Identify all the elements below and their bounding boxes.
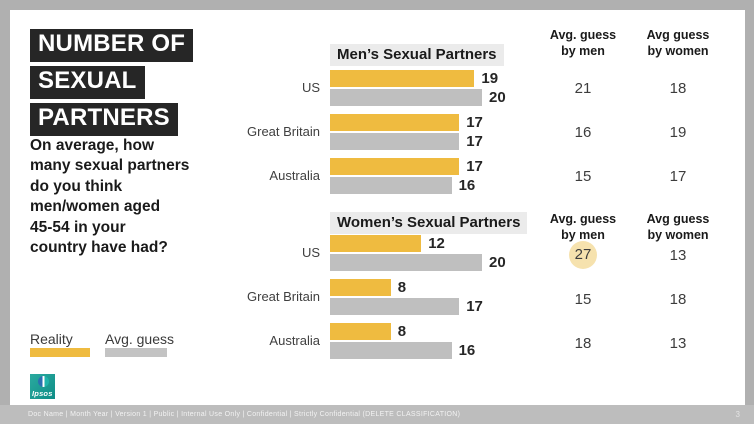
bar-value-avg-us-men: 20 [489, 89, 506, 106]
bar-row-avg-gb-women: 17 [330, 298, 483, 315]
chart-title-women: Women’s Sexual Partners [330, 212, 528, 234]
avg-cell-au-men-by-men: 15 [555, 158, 611, 194]
legend-swatch-reality [30, 348, 90, 357]
bar-reality-au-women [330, 323, 391, 340]
bar-avg-au-men [330, 177, 452, 194]
bar-avg-gb-women [330, 298, 460, 315]
country-label-us-men: US [301, 80, 320, 95]
bar-row-reality-gb-men: 17 [330, 114, 483, 131]
avg-value: 17 [669, 167, 687, 185]
bar-avg-us-men [330, 89, 482, 106]
bar-row-avg-us-men: 20 [330, 89, 506, 106]
bar-row-avg-au-men: 16 [330, 177, 475, 194]
country-label-us-women: US [301, 245, 320, 260]
avg-cell-au-women-by-women: 13 [650, 325, 706, 361]
avg-cell-gb-men-by-men: 16 [555, 114, 611, 150]
bar-reality-gb-men [330, 114, 460, 131]
avg-cell-gb-women-by-women: 18 [650, 281, 706, 317]
avg-value: 18 [669, 79, 687, 97]
country-label-au-women: Australia [269, 333, 320, 348]
title-line-1: NUMBER OF [30, 29, 194, 62]
bar-value-avg-us-women: 20 [489, 254, 506, 271]
avg-value: 19 [669, 123, 687, 141]
col-header-guess-by-men-2: Avg. guess by men [549, 212, 617, 243]
bar-value-reality-us-women: 12 [428, 235, 445, 252]
bar-value-avg-au-men: 16 [458, 177, 476, 194]
avg-value: 15 [574, 290, 592, 308]
bar-value-reality-au-women: 8 [397, 323, 407, 340]
bar-row-avg-us-women: 20 [330, 254, 506, 271]
bar-reality-us-men [330, 70, 475, 87]
country-label-gb-women: Great Britain [247, 289, 320, 304]
legend-swatch-avg-guess [105, 348, 167, 357]
title-line-3: PARTNERS [30, 103, 178, 136]
avg-cell-us-men-by-women: 18 [650, 70, 706, 106]
bar-value-avg-gb-women: 17 [466, 298, 483, 315]
avg-value: 21 [574, 79, 592, 97]
classification-text: Doc Name | Month Year | Version 1 | Publ… [28, 411, 461, 418]
ipsos-logo-text: Ipsos [32, 389, 53, 398]
bar-row-reality-us-women: 12 [330, 235, 445, 252]
avg-cell-au-women-by-men: 18 [555, 325, 611, 361]
bar-value-reality-us-men: 19 [481, 70, 499, 87]
col-header-guess-by-women-2: Avg guess by women [646, 212, 710, 243]
bar-row-avg-au-women: 16 [330, 342, 475, 359]
page-title: NUMBER OF SEXUAL PARTNERS [30, 29, 194, 140]
country-label-au-men: Australia [269, 168, 320, 183]
country-label-gb-men: Great Britain [247, 124, 320, 139]
bar-reality-gb-women [330, 279, 391, 296]
title-line-2: SEXUAL [30, 66, 145, 99]
avg-value: 13 [669, 334, 687, 352]
bar-row-reality-us-men: 19 [330, 70, 498, 87]
avg-cell-gb-women-by-men: 15 [555, 281, 611, 317]
bar-row-reality-gb-women: 8 [330, 279, 406, 296]
avg-cell-us-men-by-men: 21 [555, 70, 611, 106]
avg-value: 13 [669, 246, 687, 264]
ipsos-logo: Ipsos [30, 374, 55, 399]
avg-value: 16 [574, 123, 592, 141]
bar-avg-us-women [330, 254, 482, 271]
survey-question: On average, how many sexual partners do … [30, 137, 190, 257]
avg-cell-us-women-by-men: 27 [555, 237, 611, 273]
avg-value-highlighted: 27 [569, 241, 597, 269]
bar-reality-au-men [330, 158, 460, 175]
bar-row-avg-gb-men: 17 [330, 133, 483, 150]
bar-value-avg-au-women: 16 [458, 342, 476, 359]
bar-value-avg-gb-men: 17 [466, 133, 483, 150]
bar-value-reality-au-men: 17 [466, 158, 483, 175]
bar-value-reality-gb-women: 8 [397, 279, 407, 296]
bar-reality-us-women [330, 235, 422, 252]
avg-value: 18 [669, 290, 687, 308]
avg-value: 15 [574, 167, 592, 185]
avg-cell-us-women-by-women: 13 [650, 237, 706, 273]
legend-label-reality: Reality [30, 331, 73, 347]
avg-value: 18 [574, 334, 592, 352]
page-number: 3 [735, 410, 740, 419]
bar-avg-au-women [330, 342, 452, 359]
legend-label-avg-guess: Avg. guess [105, 331, 175, 347]
avg-cell-au-men-by-women: 17 [650, 158, 706, 194]
bar-avg-gb-men [330, 133, 460, 150]
bar-row-reality-au-men: 17 [330, 158, 483, 175]
footer-bar: Doc Name | Month Year | Version 1 | Publ… [0, 405, 754, 424]
col-header-guess-by-men: Avg. guess by men [549, 28, 617, 59]
col-header-guess-by-women: Avg guess by women [646, 28, 710, 59]
bar-value-reality-gb-men: 17 [466, 114, 483, 131]
chart-title-men: Men’s Sexual Partners [330, 44, 504, 66]
ipsos-emblem-icon [38, 376, 49, 387]
bar-row-reality-au-women: 8 [330, 323, 406, 340]
avg-cell-gb-men-by-women: 19 [650, 114, 706, 150]
